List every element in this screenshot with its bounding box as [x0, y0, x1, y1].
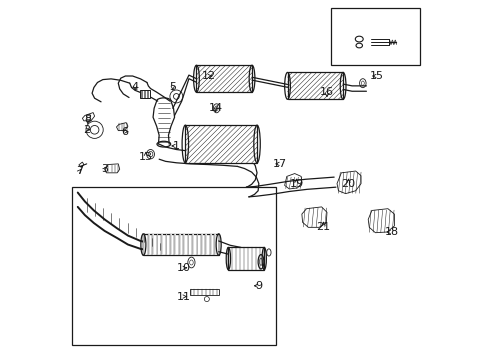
Bar	[205, 234, 207, 255]
Bar	[143, 234, 218, 255]
Bar	[287, 72, 343, 99]
Text: 2: 2	[83, 125, 90, 135]
Bar	[214, 234, 216, 255]
Bar	[179, 234, 180, 255]
Bar	[170, 234, 171, 255]
Text: 17: 17	[273, 159, 287, 169]
Text: 10: 10	[176, 263, 190, 273]
Text: 6: 6	[121, 127, 127, 136]
Bar	[228, 247, 264, 270]
Bar	[192, 234, 194, 255]
Text: 3: 3	[101, 164, 108, 174]
Text: 14: 14	[208, 103, 223, 113]
Bar	[196, 234, 198, 255]
Bar	[143, 234, 145, 255]
Bar	[140, 90, 149, 98]
Bar	[209, 234, 211, 255]
Text: 15: 15	[369, 71, 384, 81]
Bar	[152, 234, 154, 255]
Text: 9: 9	[255, 281, 262, 291]
Text: 16: 16	[319, 87, 333, 97]
Text: 8: 8	[84, 114, 91, 124]
Bar	[218, 234, 220, 255]
Text: 7: 7	[76, 166, 83, 176]
Bar	[330, 8, 419, 65]
Bar	[161, 234, 163, 255]
Text: 5: 5	[169, 82, 176, 92]
Bar	[190, 289, 218, 296]
Bar	[72, 187, 276, 345]
Bar	[185, 125, 257, 163]
Bar	[147, 234, 149, 255]
Bar	[174, 234, 176, 255]
Bar	[165, 234, 167, 255]
Text: 11: 11	[176, 292, 190, 302]
Text: 13: 13	[139, 152, 153, 162]
Bar	[156, 234, 158, 255]
Text: 18: 18	[384, 227, 398, 237]
Text: 4: 4	[131, 82, 139, 92]
Text: 19: 19	[289, 179, 303, 189]
Bar	[183, 234, 184, 255]
Text: 20: 20	[341, 179, 355, 189]
Bar	[196, 65, 251, 92]
Text: 12: 12	[201, 71, 215, 81]
Bar	[187, 234, 189, 255]
Text: 21: 21	[316, 222, 330, 231]
Text: 1: 1	[173, 141, 180, 151]
Bar	[201, 234, 203, 255]
